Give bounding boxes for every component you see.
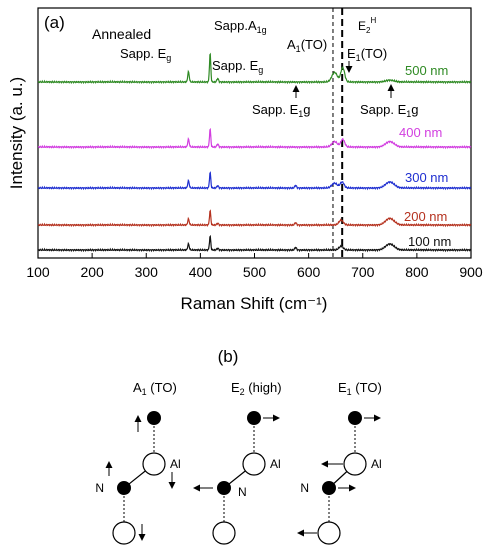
n-label: N — [300, 481, 309, 495]
mode-label-a1-to: A1 (TO) — [133, 380, 177, 397]
series-label-100nm: 100 nm — [408, 234, 451, 249]
x-tick-label: 300 — [135, 264, 159, 280]
series-label-400nm: 400 nm — [399, 125, 442, 140]
vibration-mode-diagram: (b) A1 (TO) E2 (high) E1 (TO) Al N — [95, 347, 382, 545]
y-axis-label: Intensity (a. u.) — [7, 77, 26, 189]
al-atom — [242, 452, 266, 476]
annotation-e1-to: E1(TO) — [347, 46, 387, 63]
annotation-e2h: E2H — [358, 16, 376, 35]
series-label-300nm: 300 nm — [405, 170, 448, 185]
x-axis-ticks: 100 200 300 400 500 600 700 800 900 — [26, 253, 483, 280]
raman-chart: 100 200 300 400 500 600 700 800 900 (a) Intensit… — [7, 7, 483, 313]
series-line-100nm — [37, 234, 472, 253]
x-tick-label: 600 — [297, 264, 321, 280]
al-label: Al — [270, 457, 281, 471]
series-line-200nm — [37, 209, 472, 228]
al-label: Al — [170, 457, 181, 471]
series-line-500nm — [37, 52, 472, 85]
n-label: N — [95, 481, 104, 495]
annotation-sapp-e1g-left: Sapp. E1g — [252, 102, 311, 119]
x-tick-label: 700 — [351, 264, 375, 280]
al-atom — [343, 452, 367, 476]
annotation-a1-to: A1(TO) — [287, 37, 327, 54]
annotation-sapp-a1g: Sapp.A1g — [214, 18, 267, 35]
n-atom — [117, 481, 131, 495]
spectra-series — [37, 52, 472, 253]
mode-e2-high: Al N — [193, 411, 281, 545]
x-tick-label: 100 — [26, 264, 50, 280]
series-line-300nm — [37, 171, 472, 191]
al-atom — [112, 521, 136, 545]
x-tick-label: 500 — [243, 264, 267, 280]
n-atom — [217, 481, 231, 495]
series-label-200nm: 200 nm — [404, 209, 447, 224]
x-tick-label: 200 — [80, 264, 104, 280]
dashed-reference-lines — [332, 8, 344, 258]
x-tick-label: 900 — [459, 264, 483, 280]
x-tick-label: 800 — [405, 264, 429, 280]
x-axis-label: Raman Shift (cm⁻¹) — [181, 294, 328, 313]
series-label-500nm: 500 nm — [405, 63, 448, 78]
al-atom — [142, 452, 166, 476]
al-atom — [317, 521, 341, 545]
panel-label-a: (a) — [44, 13, 65, 32]
n-atom — [147, 411, 161, 425]
n-atom — [322, 481, 336, 495]
n-atom — [247, 411, 261, 425]
mode-label-e2-high: E2 (high) — [231, 380, 282, 397]
mode-e1-to: Al N — [297, 411, 382, 545]
al-atom — [212, 521, 236, 545]
n-label: N — [238, 485, 247, 499]
x-tick-label: 400 — [189, 264, 213, 280]
annotation-sapp-e1g-right: Sapp. E1g — [360, 102, 419, 119]
series-line-400nm — [37, 127, 472, 150]
n-atom — [348, 411, 362, 425]
annotation-sapp-eg-left: Sapp. Eg — [120, 46, 171, 63]
annotation-annealed: Annealed — [92, 26, 151, 42]
mode-label-e1-to: E1 (TO) — [338, 380, 382, 397]
panel-label-b: (b) — [218, 347, 239, 366]
annotation-sapp-eg-right: Sapp. Eg — [212, 58, 263, 75]
al-label: Al — [371, 457, 382, 471]
mode-a1-to: Al N — [95, 411, 181, 545]
